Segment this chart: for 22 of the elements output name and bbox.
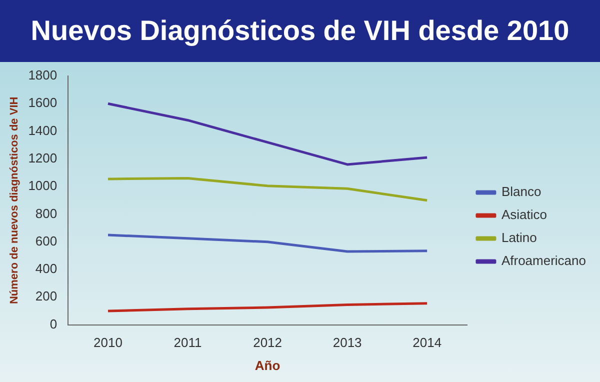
- legend-label: Asiatico: [501, 207, 547, 222]
- x-tick-label: 2013: [332, 335, 362, 350]
- x-tick-label: 2012: [253, 335, 282, 350]
- y-tick-label: 1600: [28, 95, 58, 110]
- y-tick-label: 1400: [28, 122, 58, 138]
- x-tick-label: 2010: [94, 335, 122, 350]
- y-tick-label: 0: [50, 316, 58, 332]
- y-tick-label: 600: [35, 233, 58, 248]
- y-tick-label: 200: [35, 288, 58, 304]
- legend-label: Latino: [501, 230, 537, 246]
- y-tick-label: 800: [35, 206, 58, 221]
- x-tick-label: 2011: [174, 335, 202, 350]
- chart-title: Nuevos Diagnósticos de VIH desde 2010: [0, 0, 600, 62]
- y-tick-label: 1800: [28, 68, 58, 83]
- x-tick-label: 2014: [412, 335, 442, 350]
- legend-label: Afroamericano: [501, 253, 586, 268]
- y-tick-label: 1200: [28, 150, 58, 166]
- legend-label: Blanco: [501, 184, 542, 200]
- y-tick-label: 1000: [28, 178, 58, 194]
- y-axis-title: Número de nuevos diagnósticos de VIH: [8, 96, 21, 304]
- x-axis-title: Año: [254, 358, 280, 373]
- y-tick-label: 400: [35, 261, 58, 276]
